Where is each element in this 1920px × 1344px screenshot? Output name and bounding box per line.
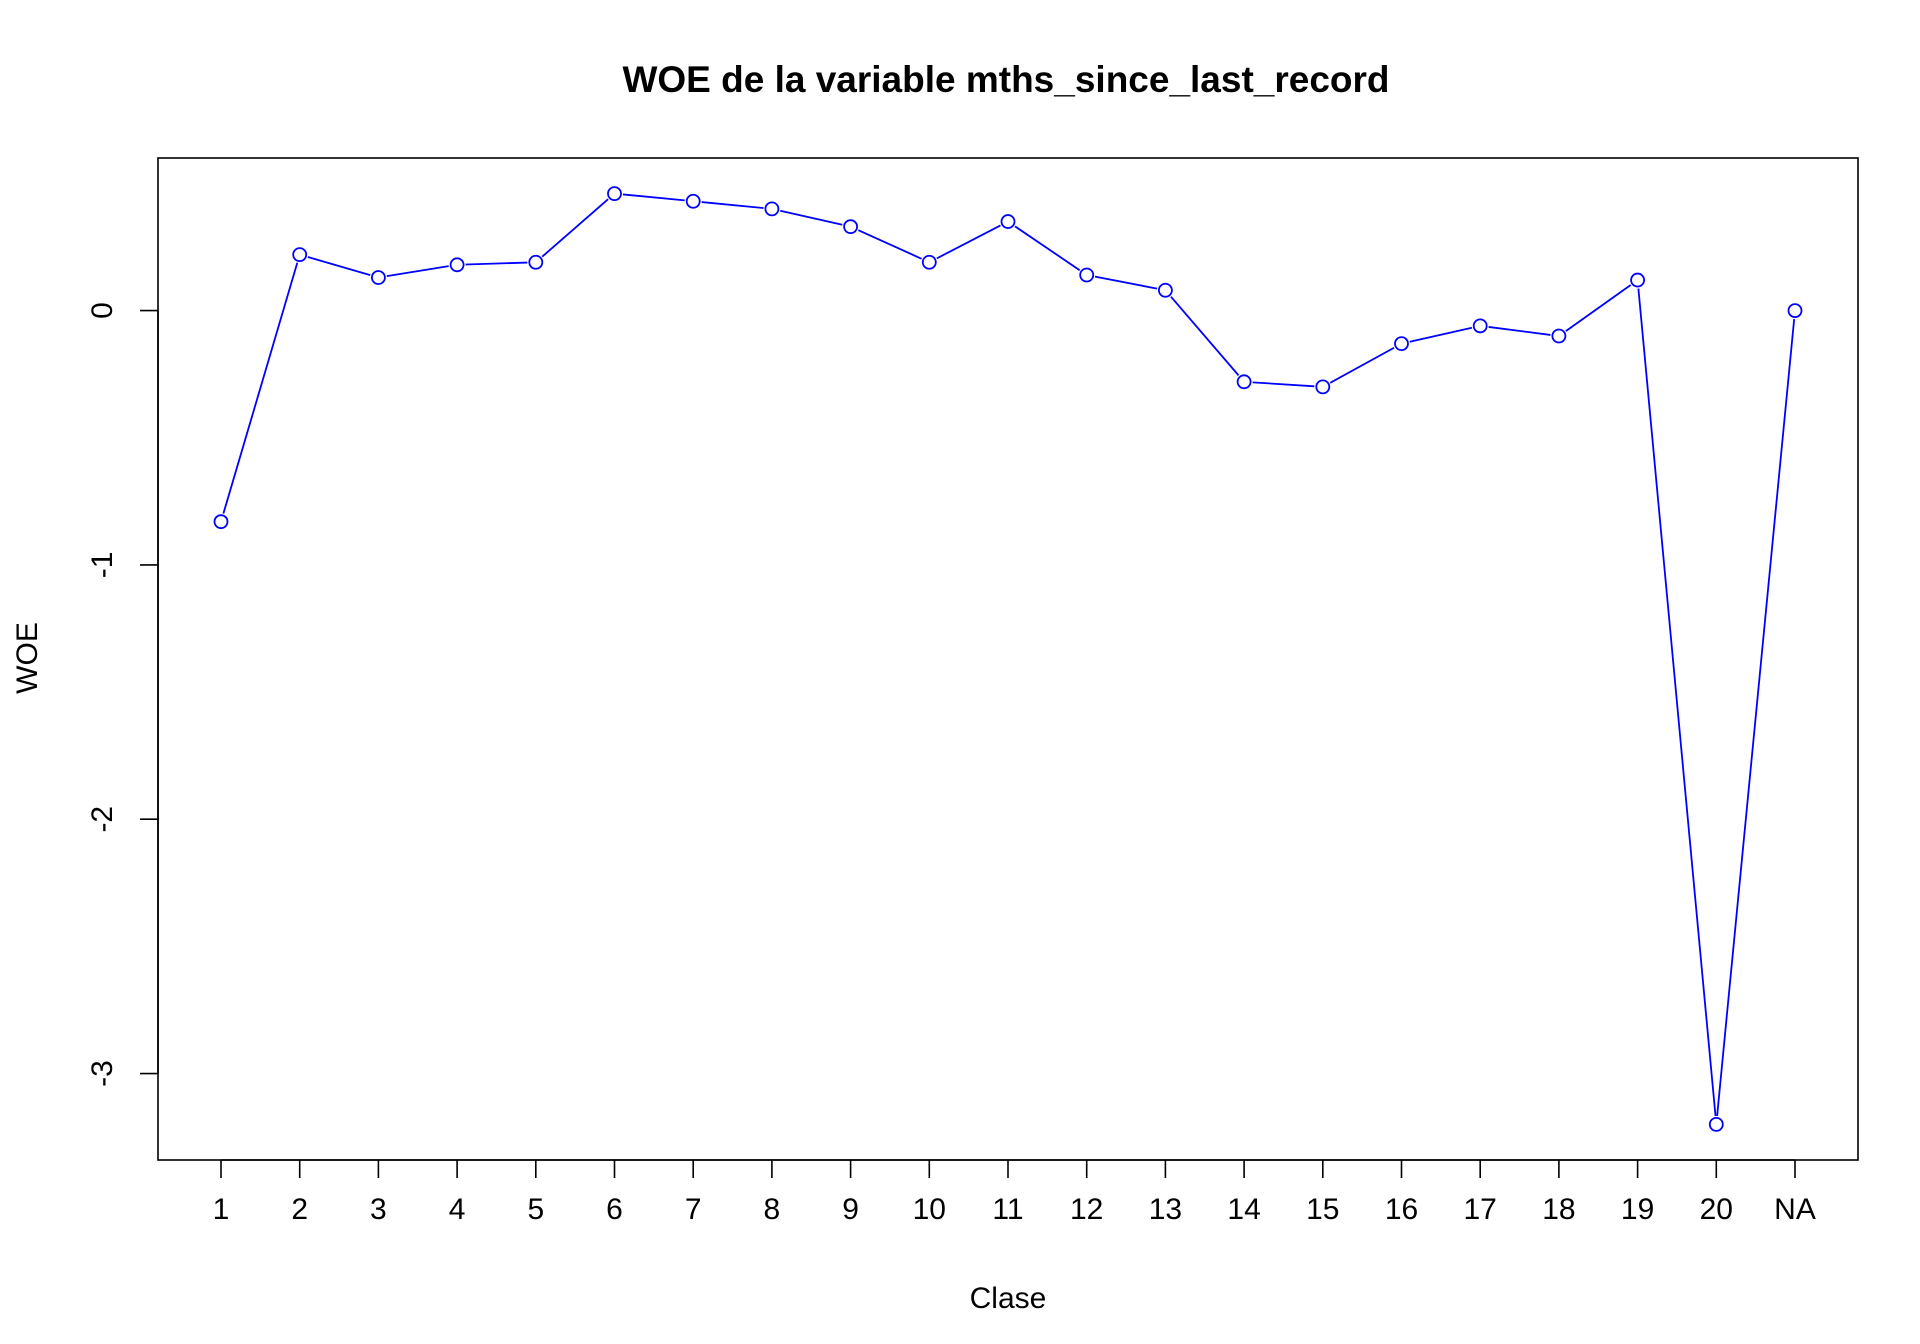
data-point-3 xyxy=(370,270,386,285)
y-tick-label: -3 xyxy=(86,1060,119,1087)
x-tick-label: 3 xyxy=(370,1193,387,1226)
data-point-13 xyxy=(1158,282,1173,298)
data-point-NA xyxy=(1787,303,1803,318)
data-point-15 xyxy=(1315,379,1331,395)
series-line-segment xyxy=(222,262,299,514)
series-layer xyxy=(213,186,1803,1132)
x-tick-label: 8 xyxy=(764,1193,781,1226)
x-tick-label: 1 xyxy=(213,1193,230,1226)
series-line-segment xyxy=(386,265,449,278)
x-tick-label: NA xyxy=(1774,1193,1816,1226)
y-axis-label: WOE xyxy=(11,622,44,694)
x-tick-label: 15 xyxy=(1306,1193,1339,1226)
series-line-segment xyxy=(622,193,685,202)
y-axis: 0 -1 -2 -3 xyxy=(86,302,159,1087)
data-point-9 xyxy=(843,219,858,235)
data-point-18 xyxy=(1551,328,1567,344)
data-point-8 xyxy=(764,201,780,217)
series-line-segment xyxy=(1252,381,1315,388)
y-tick-label: -2 xyxy=(86,806,119,833)
x-tick-label: 4 xyxy=(449,1193,466,1226)
x-axis: 1 2 3 4 5 6 7 8 9 10 11 12 13 14 15 16 17 18 19 20 NA xyxy=(213,1159,1816,1226)
series-line-segment xyxy=(541,198,609,258)
x-tick-label: 9 xyxy=(842,1193,859,1226)
x-tick-label: 10 xyxy=(913,1193,946,1226)
data-point-4 xyxy=(449,257,465,273)
data-point-14 xyxy=(1236,374,1252,390)
data-point-10 xyxy=(921,254,937,270)
series-line-segment xyxy=(1329,346,1395,384)
x-tick-label: 17 xyxy=(1464,1193,1497,1226)
data-point-12 xyxy=(1079,267,1095,283)
x-axis-label: Clase xyxy=(970,1282,1047,1315)
x-tick-label: 6 xyxy=(606,1193,623,1226)
plot-frame xyxy=(157,157,1859,1161)
x-tick-label: 5 xyxy=(527,1193,544,1226)
y-tick-label: 0 xyxy=(86,302,119,319)
series-line-segment xyxy=(1565,284,1632,332)
y-tick-label: -1 xyxy=(86,552,119,579)
data-point-2 xyxy=(292,247,308,263)
data-point-19 xyxy=(1630,272,1645,288)
x-tick-label: 20 xyxy=(1700,1193,1733,1226)
x-tick-label: 19 xyxy=(1621,1193,1654,1226)
data-point-17 xyxy=(1472,318,1488,334)
x-tick-label: 11 xyxy=(992,1193,1023,1226)
data-point-11 xyxy=(1000,214,1016,229)
data-point-6 xyxy=(607,186,622,202)
data-point-5 xyxy=(528,254,544,270)
series-line-segment xyxy=(307,256,371,277)
x-tick-label: 18 xyxy=(1542,1193,1575,1226)
series-line-segment xyxy=(1716,318,1796,1117)
x-tick-label: 12 xyxy=(1070,1193,1103,1226)
series-line-segment xyxy=(1637,288,1717,1117)
chart-title: WOE de la variable mths_since_last_recor… xyxy=(622,59,1389,100)
series-line-segment xyxy=(936,224,1001,260)
x-tick-label: 13 xyxy=(1149,1193,1182,1226)
series-line-segment xyxy=(1409,326,1473,343)
x-tick-label: 7 xyxy=(685,1193,702,1226)
data-point-20 xyxy=(1708,1116,1724,1132)
x-tick-label: 14 xyxy=(1227,1193,1260,1226)
series-line-segment xyxy=(857,229,922,260)
series-line-segment xyxy=(701,201,764,209)
series-line-segment xyxy=(1170,296,1240,376)
series-line-segment xyxy=(1094,275,1158,290)
data-point-7 xyxy=(685,193,701,209)
series-line-segment xyxy=(1014,225,1081,271)
x-tick-label: 16 xyxy=(1385,1193,1418,1226)
data-point-1 xyxy=(213,514,229,530)
series-line-segment xyxy=(779,209,843,226)
series-line-segment xyxy=(1488,326,1551,336)
data-point-16 xyxy=(1394,336,1409,352)
series-line-segment xyxy=(465,261,528,266)
x-tick-label: 2 xyxy=(291,1193,308,1226)
